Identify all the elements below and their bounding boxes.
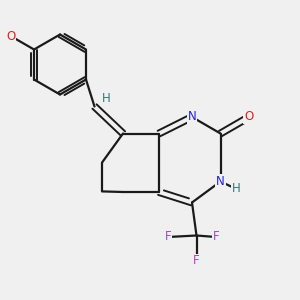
Text: O: O bbox=[244, 110, 253, 124]
Text: F: F bbox=[193, 254, 200, 268]
Text: F: F bbox=[213, 230, 219, 244]
Text: N: N bbox=[188, 110, 196, 124]
Text: H: H bbox=[232, 182, 241, 196]
Text: N: N bbox=[216, 175, 225, 188]
Text: H: H bbox=[102, 92, 111, 106]
Text: F: F bbox=[165, 230, 171, 244]
Text: O: O bbox=[6, 29, 15, 43]
